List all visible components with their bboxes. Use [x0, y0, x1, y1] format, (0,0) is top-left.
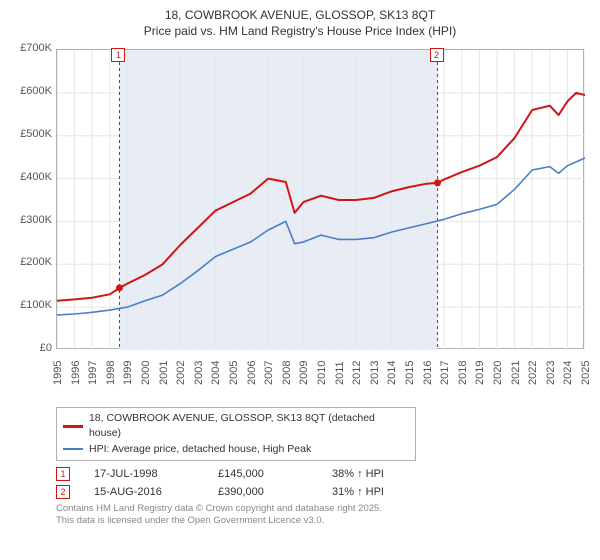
y-tick-label: £200K	[8, 256, 52, 268]
x-tick-label: 2010	[316, 361, 328, 385]
x-tick-label: 1997	[87, 361, 99, 385]
x-tick-label: 2013	[369, 361, 381, 385]
x-tick-label: 2001	[158, 361, 170, 385]
footer-line-1: Contains HM Land Registry data © Crown c…	[56, 503, 590, 515]
chart-area: £0 £100K £200K £300K £400K £500K £600K £700K 19…	[10, 43, 590, 403]
x-tick-label: 2023	[545, 361, 557, 385]
y-tick-label: £400K	[8, 171, 52, 183]
x-tick-label: 2020	[492, 361, 504, 385]
x-tick-label: 2002	[175, 361, 187, 385]
sale-row-marker: 1	[56, 467, 70, 481]
y-tick-label: £500K	[8, 128, 52, 140]
x-tick-label: 2007	[263, 361, 275, 385]
x-tick-label: 2018	[457, 361, 469, 385]
legend-swatch-2	[63, 448, 83, 451]
x-tick-label: 2005	[228, 361, 240, 385]
x-tick-label: 2016	[422, 361, 434, 385]
sale-row: 2 15-AUG-2016 £390,000 31% ↑ HPI	[56, 485, 590, 499]
title-line-2: Price paid vs. HM Land Registry's House …	[10, 24, 590, 40]
x-tick-label: 1996	[70, 361, 82, 385]
sale-date: 17-JUL-1998	[94, 468, 194, 480]
y-tick-label: £300K	[8, 214, 52, 226]
legend-label-2: HPI: Average price, detached house, High…	[89, 442, 311, 457]
chart-container: 18, COWBROOK AVENUE, GLOSSOP, SK13 8QT P…	[0, 0, 600, 560]
x-tick-label: 2014	[386, 361, 398, 385]
footer-line-2: This data is licensed under the Open Gov…	[56, 515, 590, 527]
legend-label-1: 18, COWBROOK AVENUE, GLOSSOP, SK13 8QT (…	[89, 411, 409, 441]
sale-row: 1 17-JUL-1998 £145,000 38% ↑ HPI	[56, 467, 590, 481]
x-tick-label: 2006	[246, 361, 258, 385]
footer-attribution: Contains HM Land Registry data © Crown c…	[56, 503, 590, 528]
x-tick-label: 2017	[439, 361, 451, 385]
x-tick-label: 2024	[562, 361, 574, 385]
y-tick-label: £600K	[8, 85, 52, 97]
y-tick-label: £0	[8, 342, 52, 354]
plot-svg	[57, 50, 585, 350]
legend-box: 18, COWBROOK AVENUE, GLOSSOP, SK13 8QT (…	[56, 407, 416, 461]
x-tick-label: 1998	[105, 361, 117, 385]
title-line-1: 18, COWBROOK AVENUE, GLOSSOP, SK13 8QT	[10, 8, 590, 24]
x-tick-label: 2009	[298, 361, 310, 385]
sales-table: 1 17-JUL-1998 £145,000 38% ↑ HPI 2 15-AUG-201…	[56, 467, 590, 499]
x-tick-label: 2019	[474, 361, 486, 385]
sale-delta: 38% ↑ HPI	[332, 468, 384, 480]
x-tick-label: 2004	[210, 361, 222, 385]
x-tick-label: 2008	[281, 361, 293, 385]
plot-region	[56, 49, 584, 349]
legend-row-2: HPI: Average price, detached house, High…	[63, 442, 409, 457]
y-tick-label: £700K	[8, 42, 52, 54]
x-tick-label: 2021	[510, 361, 522, 385]
y-tick-label: £100K	[8, 299, 52, 311]
chart-title-block: 18, COWBROOK AVENUE, GLOSSOP, SK13 8QT P…	[10, 8, 590, 39]
x-tick-label: 2011	[334, 362, 346, 386]
sale-price: £390,000	[218, 486, 308, 498]
sale-marker-2: 2	[430, 48, 444, 62]
x-tick-label: 2000	[140, 361, 152, 385]
x-tick-label: 2012	[351, 361, 363, 385]
x-tick-label: 2022	[527, 361, 539, 385]
sale-delta: 31% ↑ HPI	[332, 486, 384, 498]
sale-marker-1: 1	[111, 48, 125, 62]
sale-price: £145,000	[218, 468, 308, 480]
sale-row-marker: 2	[56, 485, 70, 499]
x-tick-label: 2025	[580, 361, 592, 385]
x-tick-label: 2015	[404, 361, 416, 385]
x-tick-label: 1999	[122, 361, 134, 385]
legend-swatch-1	[63, 425, 83, 428]
x-tick-label: 2003	[193, 361, 205, 385]
legend-row-1: 18, COWBROOK AVENUE, GLOSSOP, SK13 8QT (…	[63, 411, 409, 441]
x-tick-label: 1995	[52, 361, 64, 385]
sale-date: 15-AUG-2016	[94, 486, 194, 498]
